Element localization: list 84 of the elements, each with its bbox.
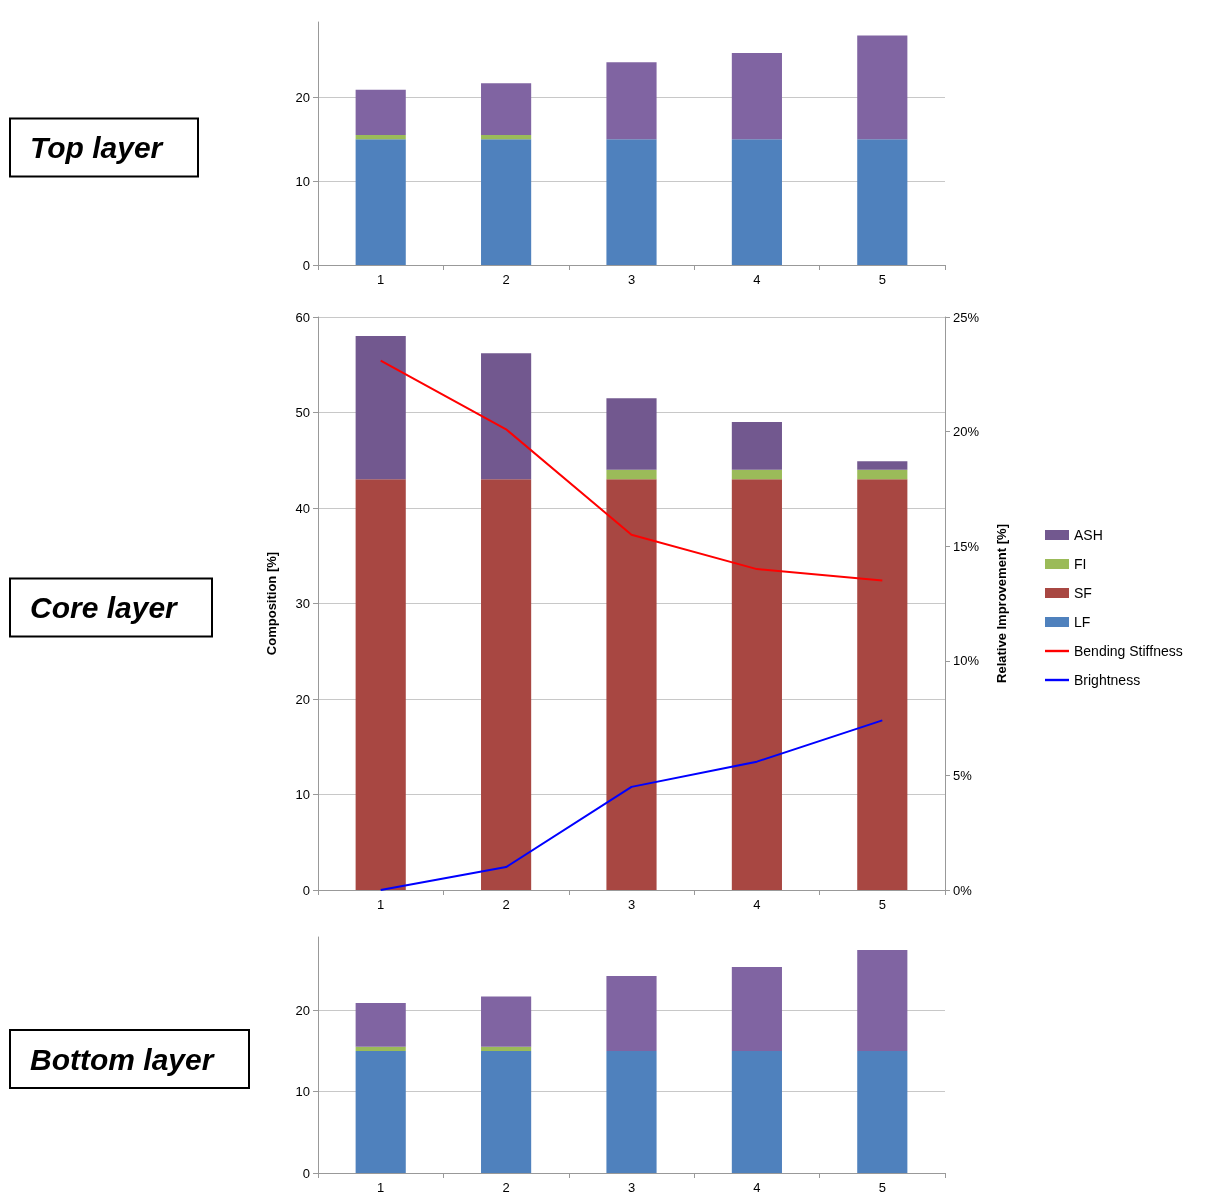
x-tick-label: 1 xyxy=(377,272,385,287)
y-axis-title: Composition [%] xyxy=(264,551,279,656)
bar xyxy=(355,1002,406,1047)
y-tick-label: 10 xyxy=(295,1084,310,1100)
bar xyxy=(355,479,406,890)
y-tick-label: 10 xyxy=(295,787,310,802)
x-tick-label: 5 xyxy=(878,272,886,287)
y-tick-label: 20 xyxy=(295,1002,310,1018)
bar xyxy=(481,83,532,136)
x-tick-label: 4 xyxy=(753,1180,761,1195)
x-tick-label: 5 xyxy=(878,897,886,912)
bar xyxy=(606,1050,657,1173)
bar xyxy=(481,135,532,140)
legend-label: FI xyxy=(1074,556,1087,572)
x-tick-label: 2 xyxy=(502,897,510,912)
bar xyxy=(606,139,657,265)
y-tick-label: 50 xyxy=(295,405,310,420)
y2-tick-label: 0% xyxy=(953,882,973,898)
bar xyxy=(857,461,908,470)
bar xyxy=(355,135,406,140)
x-tick-label: 3 xyxy=(627,1180,636,1195)
bar xyxy=(857,469,908,480)
x-tick-label: 2 xyxy=(502,1180,510,1195)
legend-label: Brightness xyxy=(1074,672,1141,688)
x-tick-label: 4 xyxy=(753,272,761,287)
bar xyxy=(857,139,908,265)
line-series xyxy=(379,359,884,582)
legend-label: LF xyxy=(1074,614,1091,630)
bar xyxy=(731,1050,782,1173)
bar xyxy=(606,469,657,480)
y2-tick-label: 15% xyxy=(953,538,980,554)
x-tick-label: 2 xyxy=(502,272,510,287)
y2-tick-label: 20% xyxy=(953,424,980,440)
bar xyxy=(355,336,406,480)
x-tick-label: 1 xyxy=(377,897,385,912)
bar xyxy=(731,422,782,470)
text: Core layer xyxy=(30,591,180,624)
bar xyxy=(731,967,782,1051)
x-tick-label: 3 xyxy=(627,272,636,287)
x-tick-label: 3 xyxy=(627,897,636,912)
bar xyxy=(731,53,782,140)
bar xyxy=(606,976,657,1051)
bar xyxy=(857,479,908,890)
bar xyxy=(606,479,657,890)
text: Top layer xyxy=(30,131,165,164)
legend-label: ASH xyxy=(1074,527,1103,543)
bar xyxy=(355,89,406,136)
bar xyxy=(355,139,406,265)
bar xyxy=(481,1046,532,1051)
bar xyxy=(355,1050,406,1173)
line-series xyxy=(379,719,884,891)
legend-label: Bending Stiffness xyxy=(1074,643,1183,659)
y-tick-label: 30 xyxy=(295,596,310,611)
text: Bottom layer xyxy=(30,1042,216,1076)
x-tick-label: 5 xyxy=(878,1180,886,1195)
bar xyxy=(731,469,782,480)
y-tick-label: 10 xyxy=(295,173,310,189)
bar xyxy=(481,479,532,890)
y-tick-label: 0 xyxy=(302,257,310,273)
y2-tick-label: 5% xyxy=(953,767,973,783)
x-tick-label: 4 xyxy=(753,897,761,912)
legend-label: SF xyxy=(1074,585,1092,601)
bar xyxy=(857,950,908,1051)
bar xyxy=(481,1050,532,1173)
bar xyxy=(731,139,782,265)
y-tick-label: 40 xyxy=(295,500,310,516)
bar xyxy=(731,479,782,890)
y-tick-label: 60 xyxy=(295,309,310,325)
y-tick-label: 0 xyxy=(302,1165,310,1181)
bar xyxy=(857,1050,908,1173)
bar xyxy=(481,353,532,480)
y2-tick-label: 25% xyxy=(953,309,980,325)
y-tick-label: 20 xyxy=(295,89,310,105)
bar xyxy=(481,139,532,265)
y-tick-label: 20 xyxy=(295,691,310,707)
y2-tick-label: 10% xyxy=(953,653,980,669)
bar xyxy=(606,398,657,470)
bar xyxy=(857,35,908,140)
bar xyxy=(481,996,532,1047)
y2-axis-title: Relative Improvement [%] xyxy=(994,524,1009,683)
x-tick-label: 1 xyxy=(377,1180,385,1195)
y-tick-label: 0 xyxy=(302,882,310,898)
bar xyxy=(355,1046,406,1051)
bar xyxy=(606,62,657,140)
